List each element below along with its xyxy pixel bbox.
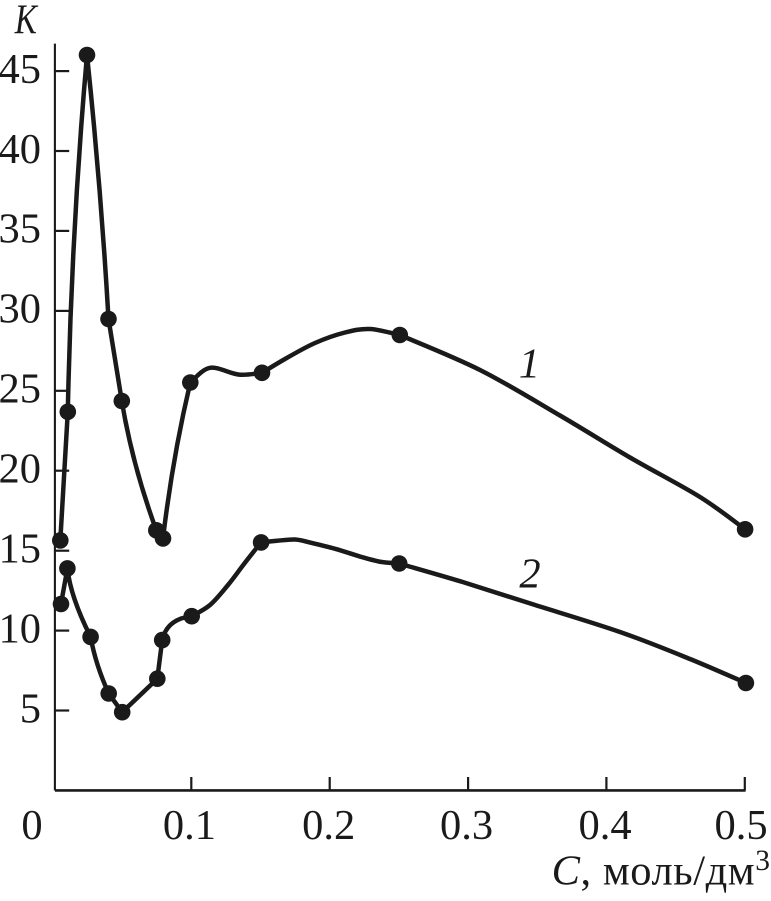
- svg-text:0.5: 0.5: [714, 802, 767, 849]
- svg-text:5: 5: [20, 685, 41, 732]
- svg-text:35: 35: [0, 206, 41, 253]
- svg-text:25: 25: [0, 366, 41, 413]
- svg-text:1: 1: [519, 341, 540, 388]
- svg-text:20: 20: [0, 446, 41, 493]
- svg-text:40: 40: [0, 126, 41, 173]
- svg-text:0.2: 0.2: [302, 802, 355, 849]
- svg-text:2: 2: [519, 551, 540, 598]
- svg-text:0.1: 0.1: [163, 802, 216, 849]
- svg-text:30: 30: [0, 286, 41, 333]
- svg-text:C, моль/дм3: C, моль/дм3: [552, 845, 771, 895]
- svg-text:0.3: 0.3: [440, 802, 493, 849]
- svg-text:K: K: [14, 0, 39, 44]
- svg-text:10: 10: [0, 605, 41, 652]
- svg-text:15: 15: [0, 526, 41, 573]
- svg-text:0.4: 0.4: [579, 802, 632, 849]
- svg-text:0: 0: [21, 802, 42, 849]
- svg-text:45: 45: [0, 46, 41, 93]
